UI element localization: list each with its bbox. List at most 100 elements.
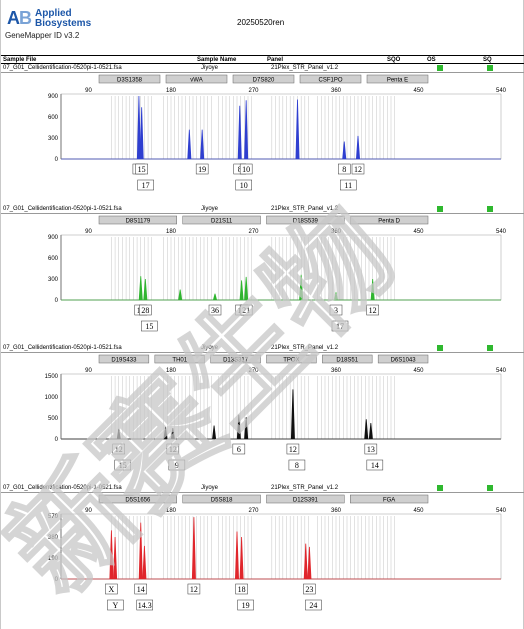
document-title: 20250520ren xyxy=(237,18,285,27)
allele-call-box xyxy=(235,583,248,595)
allele-call-box xyxy=(187,583,201,595)
marker-label: D5S818 xyxy=(211,498,233,504)
x-tick-label: 540 xyxy=(496,508,507,514)
sample-name-cell: Jiyoye xyxy=(201,345,219,351)
allele-call-box xyxy=(303,583,316,595)
sq-status-indicator xyxy=(487,206,493,212)
peak xyxy=(200,129,205,160)
y-tick-label: 0 xyxy=(55,157,59,163)
marker-box xyxy=(182,215,261,225)
allele-call-label: 18 xyxy=(238,585,246,594)
allele-call-box xyxy=(237,599,254,611)
brand-name: Applied Biosystems xyxy=(35,9,91,29)
x-tick-label: 360 xyxy=(331,229,342,235)
marker-label: D3S1358 xyxy=(117,78,143,84)
peak xyxy=(244,276,249,301)
marker-box xyxy=(98,494,177,504)
marker-label: TPOX xyxy=(283,358,299,364)
allele-call-box xyxy=(141,320,158,332)
allele-call-label: 12 xyxy=(369,306,377,315)
allele-call-box xyxy=(366,459,384,471)
panel-name-cell: 21Plex_STR_Panel_v1.2 xyxy=(271,345,339,351)
plot-frame xyxy=(60,373,502,440)
y-tick-label: 570 xyxy=(48,514,59,520)
y-tick-label: 600 xyxy=(48,115,59,121)
peak xyxy=(236,414,241,440)
panel-name-cell: 21Plex_STR_Panel_v1.2 xyxy=(271,485,339,491)
marker-label: D6S1043 xyxy=(391,358,417,364)
y-tick-label: 0 xyxy=(55,298,59,304)
marker-label: D12S391 xyxy=(293,498,319,504)
allele-call-box xyxy=(139,304,152,316)
allele-call-label: 12 xyxy=(289,445,297,454)
y-tick-label: 190 xyxy=(48,556,59,562)
electropherogram-panel-green: 07_G01_Cellidentification-0520pi-1-0521.… xyxy=(1,205,524,345)
peak xyxy=(370,278,375,301)
electropherogram-plot: D8S1179 D21S11 D18S539 Penta D90 180 270 360 45… xyxy=(48,215,507,332)
allele-call-label: 12 xyxy=(115,445,123,454)
marker-label: D13S317 xyxy=(223,358,249,364)
x-tick-label: 270 xyxy=(248,508,259,514)
sample-row: 07_G01_Cellidentification-0520pi-1-0521.… xyxy=(1,64,524,73)
col-sq: SQ xyxy=(483,57,492,63)
x-tick-label: 360 xyxy=(331,88,342,94)
software-version: GeneMapper ID v3.2 xyxy=(5,31,80,40)
peak xyxy=(139,107,144,160)
ab-logo-icon: AB xyxy=(7,8,32,28)
allele-call-box xyxy=(286,443,300,455)
x-tick-label: 90 xyxy=(85,88,92,94)
allele-call-box xyxy=(135,163,148,175)
peak xyxy=(239,280,244,301)
y-tick-label: 500 xyxy=(48,416,59,422)
allele-call-label: 21 xyxy=(242,306,250,315)
peak xyxy=(191,517,196,580)
peak xyxy=(239,536,244,580)
peak xyxy=(113,536,118,580)
x-tick-label: 450 xyxy=(413,88,424,94)
marker-box xyxy=(154,354,205,364)
col-sample-file: Sample File xyxy=(3,57,37,63)
allele-call-box xyxy=(168,459,186,471)
peak xyxy=(356,135,360,160)
x-tick-label: 270 xyxy=(248,229,259,235)
y-tick-label: 1500 xyxy=(45,374,59,380)
x-tick-label: 180 xyxy=(166,508,177,514)
peak xyxy=(138,522,143,580)
marker-label: D19S433 xyxy=(111,358,137,364)
marker-box xyxy=(266,354,317,364)
marker-label: D5S1656 xyxy=(125,498,151,504)
marker-label: D18S539 xyxy=(293,219,319,225)
allele-call-label: 17 xyxy=(336,322,344,331)
allele-call-label: 11 xyxy=(344,181,352,190)
peak xyxy=(237,105,242,160)
allele-call-box xyxy=(112,443,125,455)
x-tick-label: 540 xyxy=(496,229,507,235)
brand-line1: Applied xyxy=(35,8,72,19)
marker-label: CSF1PO xyxy=(318,78,342,84)
peak xyxy=(342,141,347,160)
allele-call-box xyxy=(235,179,252,191)
marker-box xyxy=(98,215,177,225)
allele-call-label: 9 xyxy=(175,461,179,470)
peak xyxy=(295,99,300,160)
marker-box xyxy=(366,74,429,84)
allele-call-box xyxy=(329,304,343,316)
allele-call-label: 15 xyxy=(119,461,127,470)
allele-call-label: 14 xyxy=(137,585,145,594)
peak xyxy=(170,428,175,440)
y-tick-label: 0 xyxy=(55,437,59,443)
marker-box xyxy=(210,354,261,364)
allele-call-label: 19 xyxy=(198,165,206,174)
allele-call-label: 10 xyxy=(242,165,250,174)
marker-box xyxy=(299,74,362,84)
allele-call-box xyxy=(105,583,118,595)
sample-row: 07_G01_Cellidentification-0520pi-1-0521.… xyxy=(1,484,524,493)
y-tick-label: 300 xyxy=(48,277,59,283)
y-tick-label: 0 xyxy=(55,577,59,583)
sq-status-indicator xyxy=(487,345,493,351)
marker-box xyxy=(266,494,345,504)
marker-box xyxy=(98,74,161,84)
applied-biosystems-logo: AB Applied Biosystems xyxy=(7,8,127,38)
